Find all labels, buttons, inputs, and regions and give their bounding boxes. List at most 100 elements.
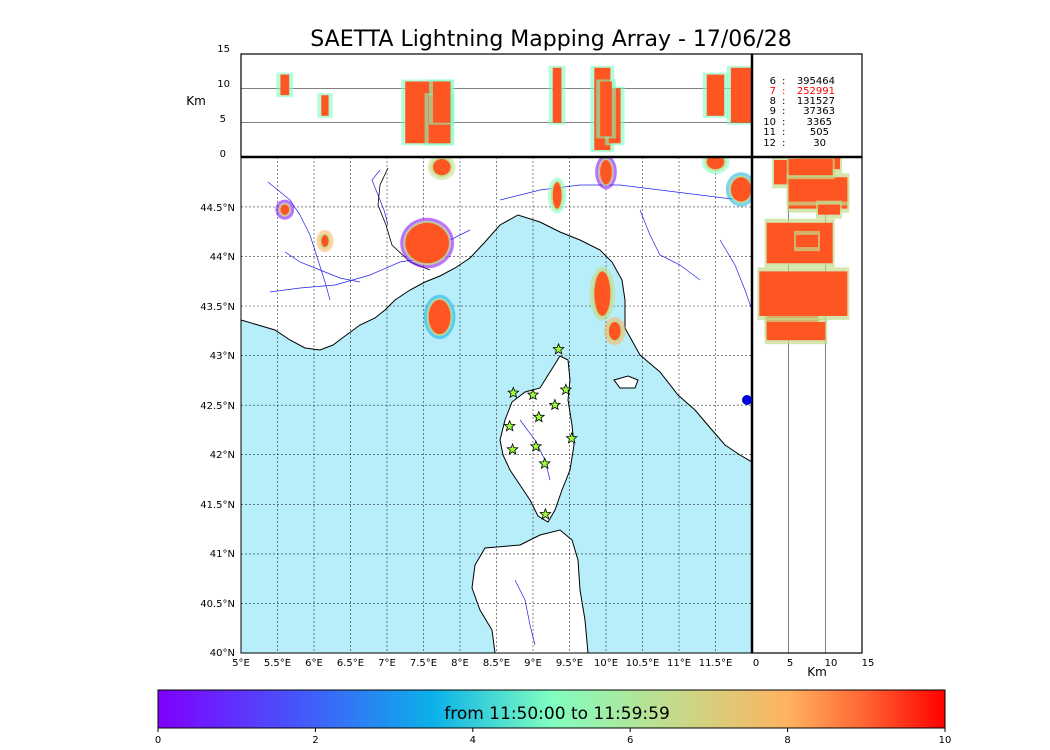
alt-tick-label: 15 — [217, 44, 230, 55]
side-cell — [757, 267, 850, 320]
colorbar-tick-labels: 0 2 4 6 8 10 — [155, 735, 952, 746]
alt-tick-label: 5 — [220, 114, 226, 125]
count-sep: : — [782, 96, 785, 107]
alt-tick-label: 0 — [220, 149, 226, 160]
colorbar-tick-label: 0 — [155, 735, 161, 746]
storm-cell — [547, 177, 567, 214]
altitude-cell — [596, 79, 616, 139]
x-tick-label: 8°E — [451, 658, 469, 669]
storm-cell — [589, 266, 616, 321]
count-value: 395464 — [797, 76, 835, 87]
count-sep: : — [782, 76, 785, 87]
lma-station-star — [506, 442, 519, 455]
sardinia-island — [471, 529, 589, 653]
count-sep: : — [782, 127, 785, 138]
colorbar-tick-label: 6 — [627, 735, 633, 746]
y-tick-label: 42.5°N — [200, 401, 235, 412]
storm-cell — [725, 172, 752, 207]
x-tick-label: 11°E — [667, 658, 691, 669]
storm-cell — [603, 316, 626, 346]
map-x-tick-labels: 5°E 5.5°E 6°E 6.5°E 7°E 7.5°E 8°E 8.5°E … — [232, 658, 732, 669]
altitude-y-tick-labels: 0 5 10 15 Km — [186, 44, 230, 160]
lma-station-star — [529, 439, 543, 452]
count-stations: 10 — [763, 117, 776, 128]
time-range-label: from 11:50:00 to 11:59:59 — [444, 704, 670, 724]
map-gridlines — [241, 157, 752, 653]
side-altitude-panel — [752, 157, 862, 653]
count-stations: 12 — [763, 138, 776, 149]
lma-station-star — [565, 431, 578, 444]
colorbar-tick-label: 8 — [784, 735, 790, 746]
count-row: 9 : 37363 — [770, 106, 835, 117]
storm-cell — [316, 229, 334, 253]
count-row: 6 : 395464 — [770, 76, 835, 87]
y-tick-label: 41°N — [210, 549, 235, 560]
altitude-panel — [241, 54, 752, 157]
x-tick-label: 7.5°E — [410, 658, 437, 669]
colorbar-tick-label: 2 — [312, 735, 318, 746]
side-tick-label: 15 — [862, 658, 875, 669]
count-stations: 7 — [770, 86, 776, 97]
lma-station-star — [559, 383, 573, 396]
lma-station-star — [532, 410, 546, 423]
corsica-island — [499, 355, 575, 523]
x-tick-label: 5.5°E — [264, 658, 291, 669]
figure-title: SAETTA Lightning Mapping Array - 17/06/2… — [310, 27, 791, 52]
count-value: 37363 — [803, 106, 835, 117]
map-y-tick-labels: 40°N 40.5°N 41°N 41.5°N 42°N 42.5°N 43°N… — [200, 203, 235, 659]
count-value: 131527 — [797, 96, 835, 107]
x-tick-label: 5°E — [232, 658, 250, 669]
count-value: 505 — [810, 127, 829, 138]
x-tick-label: 11.5°E — [699, 658, 733, 669]
map-panel — [241, 157, 752, 653]
x-tick-label: 9.5°E — [556, 658, 583, 669]
colorbar-ticks — [157, 728, 946, 732]
counts-box — [751, 53, 863, 158]
altitude-cell — [276, 72, 294, 98]
altitude-cell — [726, 65, 752, 125]
count-value: 252991 — [797, 86, 835, 97]
count-stations: 11 — [763, 127, 776, 138]
y-tick-label: 44°N — [210, 252, 235, 263]
station-count-table: 6 : 395464 7 : 252991 8 : 131527 9 : 373… — [763, 76, 835, 149]
alt-tick-label: 10 — [217, 79, 230, 90]
lma-station-star — [548, 398, 562, 411]
side-x-tick-labels: 0 5 10 15 Km — [753, 658, 875, 679]
count-stations: 8 — [770, 96, 776, 107]
count-value: 3365 — [807, 117, 832, 128]
altitude-cell — [702, 72, 729, 118]
lma-station-star — [503, 419, 516, 432]
lma-station-star — [552, 342, 565, 355]
altitude-axis-label: Km — [186, 94, 206, 108]
elba-island — [613, 375, 639, 389]
colorbar — [157, 689, 946, 729]
storm-cell — [400, 217, 455, 269]
x-tick-label: 10°E — [594, 658, 618, 669]
side-tick-label: 5 — [787, 658, 793, 669]
count-sep: : — [782, 138, 785, 149]
count-row: 11 : 505 — [763, 127, 829, 138]
storm-cell — [275, 199, 295, 220]
rivers — [267, 169, 752, 646]
count-sep: : — [782, 106, 785, 117]
side-cell — [794, 230, 820, 252]
altitude-cell — [428, 79, 455, 125]
lma-station-star — [539, 507, 552, 520]
colorbar-tick-label: 4 — [470, 735, 476, 746]
lma-station-star — [507, 386, 520, 399]
x-tick-label: 10.5°E — [626, 658, 660, 669]
count-row: 10 : 3365 — [763, 117, 832, 128]
x-tick-label: 6°E — [305, 658, 323, 669]
count-stations: 9 — [770, 106, 776, 117]
side-cell — [786, 157, 835, 180]
storm-cell — [427, 157, 456, 181]
x-tick-label: 6.5°E — [337, 658, 364, 669]
count-sep: : — [782, 86, 785, 97]
side-cell — [816, 200, 842, 219]
side-axis-label: Km — [807, 665, 827, 679]
storm-cell — [701, 157, 730, 175]
count-row: 7 : 252991 — [770, 86, 835, 97]
lma-station-star — [538, 457, 551, 470]
y-tick-label: 42°N — [210, 450, 235, 461]
